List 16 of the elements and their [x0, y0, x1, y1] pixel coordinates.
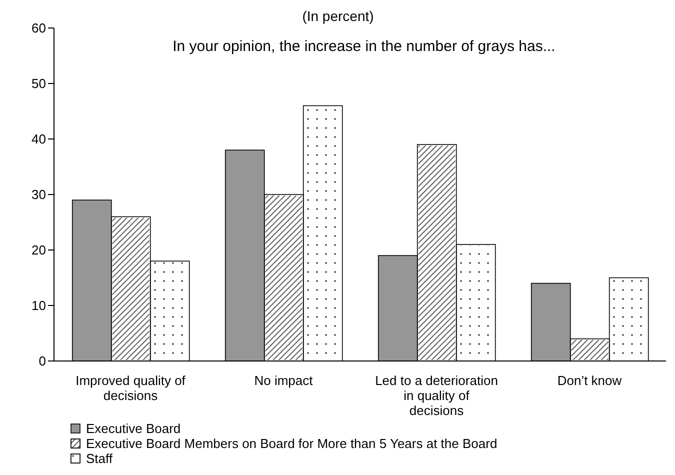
y-tick-label: 30	[32, 187, 46, 202]
legend-label: Staff	[86, 451, 113, 466]
chart-title: (In percent)	[302, 8, 374, 24]
y-tick-label: 10	[32, 298, 46, 314]
x-tick-label: No impact	[254, 373, 314, 388]
x-tick-label: Led to a deterioration in quality of decisions	[375, 373, 498, 418]
legend-label: Executive Board	[86, 421, 181, 436]
legend-label: Executive Board Members on Board for More than 5 Years at the Board	[86, 436, 498, 451]
y-tick-label: 0	[38, 354, 46, 369]
x-tick-label: Improved quality of decisions	[76, 373, 186, 403]
annotation: In your opinion, the increase in the number of grays has...	[172, 38, 556, 55]
x-tick-label: Don’t know	[557, 373, 622, 388]
y-tick-label: 20	[32, 242, 46, 258]
y-tick-label: 60	[32, 20, 46, 36]
y-tick-label: 50	[32, 76, 46, 92]
y-tick-label: 40	[32, 132, 46, 147]
